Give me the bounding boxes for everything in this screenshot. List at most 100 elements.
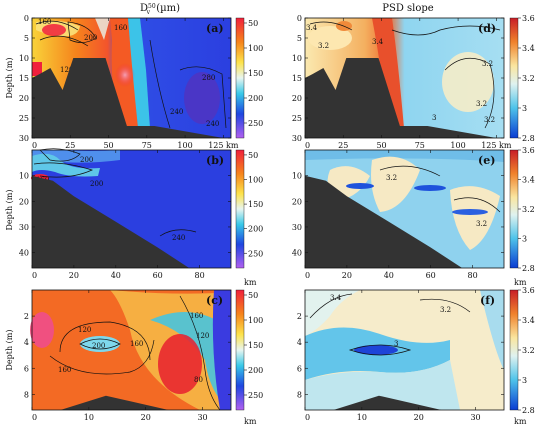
x-tick-label: 25 xyxy=(65,141,75,150)
colorbar-tick-label: 3.4 xyxy=(522,316,535,325)
contour-f-2 xyxy=(419,298,471,313)
colorbar-tick-label: 3 xyxy=(522,235,527,244)
x-tick-label: 0 xyxy=(32,413,37,422)
panel-d-colorbar: 2.8 3 3.2 3.4 3.6 xyxy=(509,14,535,143)
contour-a-4 xyxy=(179,66,227,129)
contour-b-1 xyxy=(39,148,81,162)
x-tick-label: 0 xyxy=(305,141,310,150)
contour-label: 160 xyxy=(190,312,203,320)
y-tick-label: 8 xyxy=(24,390,29,399)
colorbar-tick-label: 200 xyxy=(248,366,263,375)
panel-d: 3.4 3.2 3.4 3.2 3.2 3 3.2 (d) 0 25 50 75 100… xyxy=(292,14,535,150)
panel-c-ylabel: Depth (m) xyxy=(5,329,14,370)
panel-f-bathymetry xyxy=(333,395,442,410)
y-tick-label: 2 xyxy=(24,312,29,321)
contour-label: 240 xyxy=(170,108,183,116)
x-tick-label: 0 xyxy=(32,141,37,150)
contour-label: 80 xyxy=(194,376,203,384)
y-tick-label: 30 xyxy=(19,223,29,232)
colorbar-tick-label: 3.2 xyxy=(522,205,535,214)
contour-label: 3.2 xyxy=(440,306,451,314)
panel-b-ticks: 0 20 40 60 80 10 20 30 40 xyxy=(19,150,231,280)
colorbar-tick-label: 2.8 xyxy=(522,134,535,143)
colorbar-tick-label: 150 xyxy=(248,69,263,78)
contour-label: 280 xyxy=(202,74,215,82)
colorbar-tick-label: 3.6 xyxy=(522,14,535,23)
y-tick-label: 6 xyxy=(297,364,302,373)
x-tick-label: 20 xyxy=(69,271,79,280)
contour-label: 160 xyxy=(38,18,51,26)
contour-label: 3.2 xyxy=(476,220,487,228)
panel-a-ticks: 0 25 50 75 100 125 km 0 5 10 15 20 25 30 xyxy=(19,14,239,150)
panel-a-colorbar: 50 100 150 200 250 xyxy=(235,17,263,139)
colorbar-tick-label: 3.4 xyxy=(522,176,535,185)
x-tick-label: 75 xyxy=(415,141,425,150)
panel-f-colorbar: 2.8 3 3.2 3.4 3.6 xyxy=(509,286,535,415)
panel-c-colorbar: 50 100 150 200 250 xyxy=(235,289,263,411)
panel-a-label: (a) xyxy=(206,22,224,35)
contour-b-3 xyxy=(159,229,197,237)
panel-f-frame xyxy=(304,289,505,411)
colorbar-tick-label: 100 xyxy=(248,44,263,53)
panel-a-ylabel: Depth (m) xyxy=(5,57,14,98)
x-tick-label: 10 xyxy=(84,413,94,422)
panel-a-cyan-strip xyxy=(32,18,110,40)
contour-label: 200 xyxy=(84,34,97,42)
panel-a-bathymetry xyxy=(32,58,224,138)
panel-a-violet-patch xyxy=(184,72,220,124)
panel-d-bathymetry xyxy=(305,58,497,138)
colorbar-tick-label: 3 xyxy=(522,376,527,385)
contour-d-3 xyxy=(444,57,495,129)
panel-b-frame xyxy=(31,149,232,269)
right-column-title: PSD slope xyxy=(382,3,434,14)
left-column-title: D50 v (µm) xyxy=(140,3,180,16)
panel-f-lower-zone xyxy=(305,360,460,410)
x-tick-label: 0 xyxy=(305,271,310,280)
contour-label: 120 xyxy=(196,332,209,340)
y-tick-label: 40 xyxy=(292,249,302,258)
panel-c-frame xyxy=(31,289,232,411)
contour-label: 3.4 xyxy=(330,294,342,302)
colorbar-tick-label: 3.2 xyxy=(522,346,535,355)
panel-c-blue-edge xyxy=(212,290,231,410)
colorbar-tick-label: 50 xyxy=(248,19,258,28)
x-tick-label: 75 xyxy=(142,141,152,150)
y-tick-label: 15 xyxy=(292,74,302,83)
contour-a-1 xyxy=(67,21,97,43)
x-tick-label: 20 xyxy=(414,413,424,422)
panel-f-km-label: km xyxy=(514,417,527,426)
panel-f: 3.4 3.2 3 (f) 0 10 20 30 2 4 6 8 2.8 3 3.2 3.4 3.6 xyxy=(297,286,535,422)
y-tick-label: 10 xyxy=(292,172,302,181)
panel-c-ticks: 0 10 20 30 2 4 6 8 xyxy=(24,290,231,422)
contour-c-3 xyxy=(49,339,155,375)
y-tick-label: 20 xyxy=(19,197,29,206)
panel-a-red-core xyxy=(42,24,66,36)
y-tick-label: 5 xyxy=(24,34,29,43)
panel-c-bathymetry xyxy=(60,395,169,410)
contour-a-2 xyxy=(35,20,79,31)
contour-label: 3.2 xyxy=(476,100,487,108)
y-tick-label: 20 xyxy=(19,94,29,103)
panel-e-ticks: 0 20 40 60 80 10 20 30 40 xyxy=(292,150,504,280)
panel-c-cyan xyxy=(150,312,231,410)
panel-c-label: (c) xyxy=(206,294,223,307)
panel-a-pink-patch xyxy=(115,63,135,87)
panel-d-ticks: 0 25 50 75 100 125 km 0 5 10 15 20 25 30 xyxy=(292,14,512,150)
panel-e-frame xyxy=(304,149,505,269)
contour-label: 200 xyxy=(90,180,103,188)
y-tick-label: 10 xyxy=(292,54,302,63)
y-tick-label: 30 xyxy=(19,134,29,143)
contour-d-2 xyxy=(391,25,501,36)
panel-f-label: (f) xyxy=(480,294,495,307)
colorbar-tick-label: 3.2 xyxy=(522,74,535,83)
y-tick-label: 15 xyxy=(19,74,29,83)
contour-label: 160 xyxy=(58,366,71,374)
contour-label: 3.2 xyxy=(484,116,495,124)
panel-e-top-band xyxy=(305,150,504,162)
contour-e-2 xyxy=(453,197,501,213)
panel-d-light-patch xyxy=(308,26,352,50)
contour-label: 160 xyxy=(130,340,143,348)
x-tick-label: 50 xyxy=(103,141,113,150)
contour-f-3 xyxy=(348,344,412,356)
